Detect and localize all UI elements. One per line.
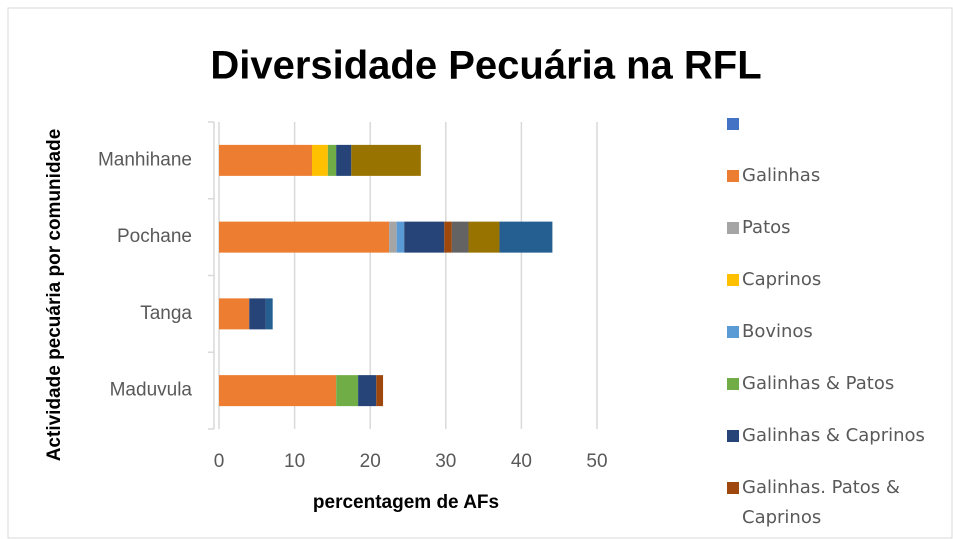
legend-swatch <box>727 118 739 130</box>
legend-swatch <box>727 274 739 286</box>
chart-title: Diversidade Pecuária na RFL <box>210 44 761 88</box>
bar-segment <box>327 144 337 176</box>
y-tick-label: Maduvula <box>110 380 193 401</box>
bar-segment <box>336 144 352 176</box>
x-tick-label: 40 <box>511 451 532 472</box>
legend-label: Galinhas <box>742 165 821 186</box>
legend-label: Galinhas & Caprinos <box>742 425 925 446</box>
legend-item: Patos <box>742 217 791 238</box>
x-axis-title: percentagem de AFs <box>313 492 499 513</box>
legend-label: Bovinos <box>742 321 813 342</box>
legend-item: Galinhas <box>742 165 821 186</box>
bar-segment <box>444 221 452 253</box>
legend-swatch <box>727 378 739 390</box>
bar-segment <box>311 144 328 176</box>
y-tick-label: Tanga <box>140 303 192 324</box>
legend-swatch <box>727 170 739 182</box>
bar-segment <box>396 221 405 253</box>
y-tick-label: Pochane <box>117 226 192 247</box>
bar-segment <box>219 298 250 330</box>
bar-segment <box>336 375 359 407</box>
bar-segment <box>499 221 553 253</box>
legend-swatch <box>727 482 739 494</box>
x-tick-label: 0 <box>214 451 225 472</box>
bar-segment <box>219 375 337 407</box>
y-axis-title: Actividade pecuária por comunidade <box>44 129 65 462</box>
bar-segment <box>265 298 273 330</box>
legend-item: Galinhas & Patos <box>742 373 895 394</box>
x-tick-label: 20 <box>360 451 381 472</box>
x-tick-label: 10 <box>284 451 305 472</box>
legend-item: Bovinos <box>742 321 813 342</box>
legend-swatch <box>727 430 739 442</box>
bar-segment <box>451 221 469 253</box>
y-tick-label: Manhihane <box>98 149 192 170</box>
legend-label: Galinhas & Patos <box>742 373 895 394</box>
legend-label: Patos <box>742 217 791 238</box>
bar-segment <box>219 144 312 176</box>
bar-segment <box>219 221 390 253</box>
bar-segment <box>404 221 445 253</box>
legend-swatch <box>727 326 739 338</box>
bar-segment <box>376 375 384 407</box>
bar-segment <box>389 221 397 253</box>
bar-segment <box>358 375 377 407</box>
legend-item: Galinhas & Caprinos <box>742 425 925 446</box>
legend-item: Caprinos <box>742 269 822 290</box>
legend-item: Galinhas. Patos & Caprinos <box>742 477 900 528</box>
bar-segment <box>249 298 266 330</box>
x-tick-label: 50 <box>586 451 607 472</box>
chart-frame <box>7 7 953 539</box>
bar-segment <box>468 221 500 253</box>
bar-segment <box>351 144 421 176</box>
x-tick-label: 30 <box>435 451 456 472</box>
legend-label: Caprinos <box>742 269 822 290</box>
legend-swatch <box>727 222 739 234</box>
legend-label: Galinhas. Patos & Caprinos <box>742 477 900 528</box>
